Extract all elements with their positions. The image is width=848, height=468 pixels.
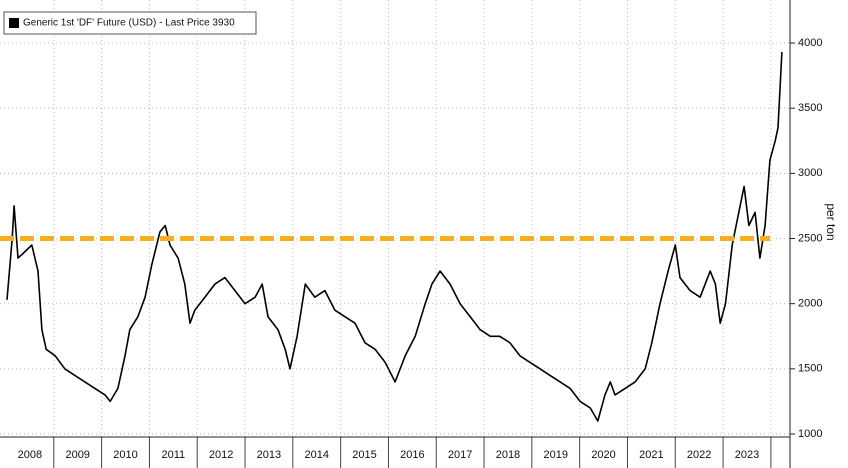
y-tick-label: 4000: [798, 37, 822, 49]
x-tick-label: 2019: [544, 449, 568, 461]
x-tick-label: 2023: [735, 449, 759, 461]
x-tick-label: 2018: [496, 449, 520, 461]
x-tick-label: 2012: [209, 449, 233, 461]
x-tick-label: 2015: [352, 449, 376, 461]
y-tick-label: 2500: [798, 232, 822, 244]
legend-swatch: [9, 18, 19, 28]
x-tick-label: 2009: [65, 449, 89, 461]
price-line: [6, 52, 783, 422]
x-tick-label: 2011: [161, 449, 185, 461]
x-tick-label: 2016: [400, 449, 424, 461]
x-tick-label: 2020: [591, 449, 615, 461]
y-tick-label: 3000: [798, 167, 822, 179]
legend-box: [3, 11, 257, 35]
x-tick-label: 2017: [448, 449, 472, 461]
x-tick-label: 2013: [257, 449, 281, 461]
x-tick-label: 2022: [687, 449, 711, 461]
y-tick-label: 1500: [798, 363, 822, 375]
legend-label: Generic 1st 'DF' Future (USD) - Last Pri…: [23, 18, 235, 29]
y-tick-label: 3500: [798, 102, 822, 114]
y-tick-label: 2000: [798, 298, 822, 310]
x-tick-label: 2014: [304, 449, 328, 461]
x-tick-label: 2021: [639, 449, 663, 461]
y-axis-label: per ton: [824, 203, 838, 240]
x-tick-label: 2008: [18, 449, 42, 461]
x-tick-label: 2010: [113, 449, 137, 461]
y-tick-label: 1000: [798, 428, 822, 440]
